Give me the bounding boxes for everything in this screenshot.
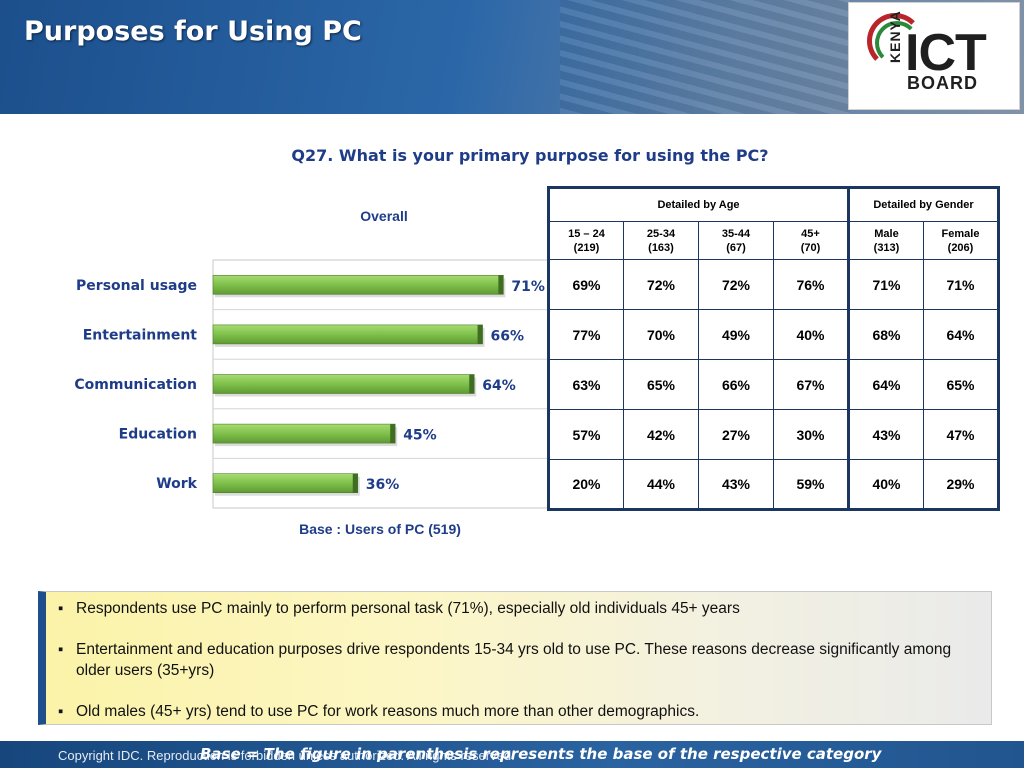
column-label: Male (874, 227, 899, 240)
table-cell: 71% (923, 259, 999, 310)
question-text: Q27. What is your primary purpose for us… (291, 146, 769, 165)
table-cell: 65% (923, 359, 999, 410)
footer-bar: Copyright IDC. Reproduction is forbidden… (0, 741, 1024, 768)
bar (212, 374, 475, 394)
table-cell: 64% (923, 309, 999, 360)
table-cell: 40% (847, 459, 924, 510)
table-cell: 44% (623, 459, 699, 510)
table-row: 57% 42% 27% 30% 43% 47% (548, 409, 999, 460)
value-label: 36% (366, 477, 400, 493)
logo-ict-text: ICT (905, 24, 987, 82)
column-header: 15 – 24 (219) (548, 221, 624, 260)
bar (212, 423, 396, 444)
value-label: 66% (491, 328, 525, 344)
column-base: (219) (573, 241, 600, 254)
logo-kenya-text: KENYA (887, 10, 903, 63)
logo-swoosh-green-icon (875, 21, 919, 65)
table-cell: 76% (773, 259, 849, 310)
column-base: (313) (873, 241, 900, 254)
bar-end-cap (352, 473, 358, 493)
bar-end-cap (477, 324, 483, 344)
table-cell: 20% (548, 459, 624, 510)
table-cell: 30% (773, 409, 849, 460)
column-header: 45+ (70) (773, 221, 849, 260)
category-label: Communication (74, 377, 197, 393)
bar-end-cap (498, 275, 504, 295)
table-cell: 77% (548, 309, 624, 360)
bar (212, 473, 359, 493)
bar-end-cap (469, 374, 475, 394)
copyright-text: Copyright IDC. Reproduction is forbidden… (58, 748, 515, 763)
column-header: 35-44 (67) (698, 221, 774, 260)
column-base: (163) (648, 241, 674, 254)
breakdown-table: Detailed by Age Detailed by Gender 15 – … (547, 186, 1000, 511)
table-cell: 63% (548, 359, 624, 410)
logo-swoosh-red-icon (867, 13, 923, 69)
key-findings-box: Respondents use PC mainly to perform per… (38, 591, 992, 725)
category-label: Work (156, 476, 197, 492)
table-cell: 57% (548, 409, 624, 460)
table-cell: 64% (847, 359, 924, 410)
column-label: 15 – 24 (568, 227, 605, 240)
table-cell: 49% (698, 309, 774, 360)
column-base: (67) (726, 241, 746, 254)
bar-end-cap (390, 424, 396, 444)
table-cell: 68% (847, 309, 924, 360)
header-decoration (560, 0, 850, 114)
table-cell: 71% (847, 259, 924, 310)
finding-item: Entertainment and education purposes dri… (54, 639, 979, 681)
table-cell: 40% (773, 309, 849, 360)
table-cell: 43% (847, 409, 924, 460)
table-cell: 70% (623, 309, 699, 360)
table-cell: 27% (698, 409, 774, 460)
finding-item: Respondents use PC mainly to perform per… (54, 598, 979, 619)
column-label: 35-44 (721, 227, 751, 240)
value-label: 45% (403, 428, 437, 444)
page-title: Purposes for Using PC (24, 16, 362, 47)
logo-board-text: BOARD (907, 73, 978, 93)
column-header: Male (313) (847, 221, 924, 260)
table-group-header-row: Detailed by Age Detailed by Gender (548, 187, 999, 222)
bar (212, 324, 483, 345)
column-label: 45+ (801, 227, 820, 240)
group-header-gender: Detailed by Gender (847, 187, 999, 222)
table-cell: 29% (923, 459, 999, 510)
footer-base-note: Base = The figure in parenthesis represe… (200, 745, 882, 763)
table-cell: 65% (623, 359, 699, 410)
chart-title: Overall (360, 208, 408, 224)
column-label: Female (941, 227, 980, 240)
table-cell: 42% (623, 409, 699, 460)
category-label: Entertainment (83, 327, 198, 343)
overall-bar-chart: Personal usage 71% Entertainment 66% Communi… (74, 259, 550, 509)
table-cell: 43% (698, 459, 774, 510)
column-base: (70) (800, 241, 821, 254)
column-header: 25-34 (163) (623, 221, 699, 260)
column-header: Female (206) (923, 221, 999, 260)
table-row: 63% 65% 66% 67% 64% 65% (548, 359, 999, 410)
ict-board-logo: KENYA ICT BOARD (848, 2, 1020, 110)
table-cell: 47% (923, 409, 999, 460)
category-label: Personal usage (76, 278, 197, 294)
table-cell: 69% (548, 259, 624, 310)
table-column-header-row: 15 – 24 (219) 25-34 (163) 35-44 (67) 45+ (70… (548, 221, 999, 260)
finding-item: Old males (45+ yrs) tend to use PC for w… (54, 701, 979, 722)
findings-list: Respondents use PC mainly to perform per… (54, 598, 979, 722)
value-label: 71% (511, 279, 545, 295)
column-label: 25-34 (646, 227, 676, 240)
value-label: 64% (482, 378, 516, 394)
table-cell: 72% (623, 259, 699, 310)
header-banner: Purposes for Using PC KENYA ICT BOARD (0, 0, 1024, 114)
table-cell: 72% (698, 259, 774, 310)
table-cell: 67% (773, 359, 849, 410)
table-cell: 59% (773, 459, 849, 510)
column-base: (206) (947, 241, 974, 254)
bar (212, 274, 504, 295)
group-header-age: Detailed by Age (548, 187, 849, 222)
table-row: 69% 72% 72% 76% 71% 71% (548, 259, 999, 310)
category-label: Education (119, 427, 197, 443)
table-row: 20% 44% 43% 59% 40% 29% (548, 459, 999, 510)
table-row: 77% 70% 49% 40% 68% 64% (548, 309, 999, 360)
table-cell: 66% (698, 359, 774, 410)
chart-base-note: Base : Users of PC (519) (299, 521, 461, 537)
